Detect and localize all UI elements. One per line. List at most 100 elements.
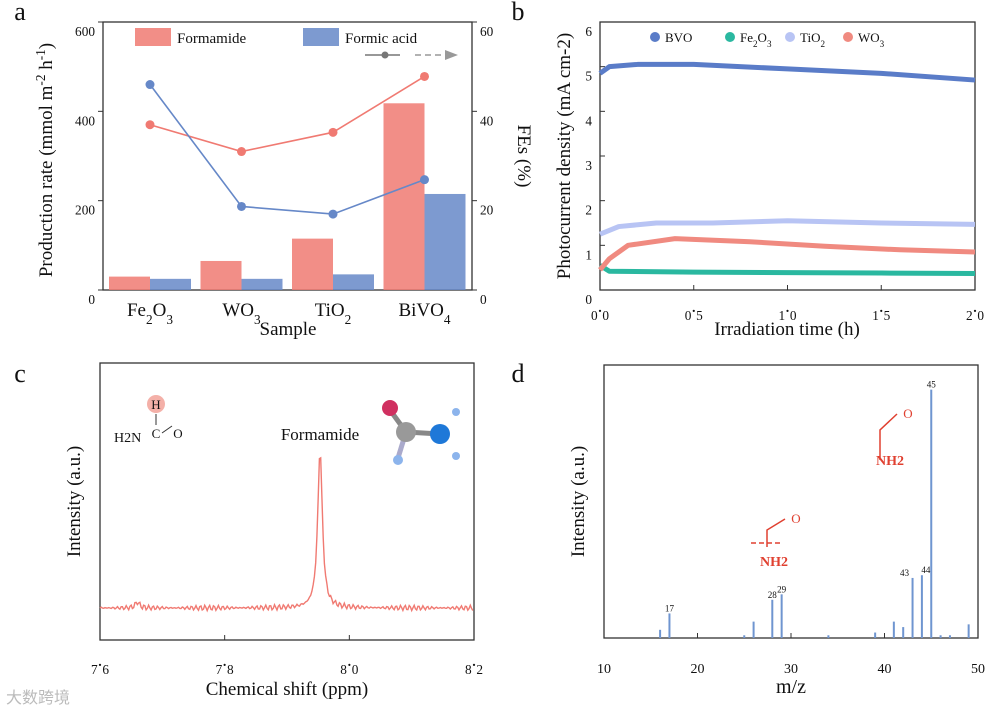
y-tick-label: 0	[88, 292, 95, 307]
x-tick-label: 20	[691, 662, 705, 677]
peak-label: 43	[900, 568, 910, 578]
bar-formamide	[200, 260, 242, 290]
x-tick-label: BiVO4	[398, 300, 450, 327]
x-tick-label: WO3	[222, 300, 261, 327]
bar-formamide	[383, 103, 425, 290]
y-tick-label: 200	[75, 202, 95, 217]
x-tick-label: 7.8	[216, 650, 234, 677]
y-right-tick-label: 20	[480, 202, 494, 217]
y-tick-label: 2	[585, 202, 592, 217]
y-right-tick-label: 40	[480, 113, 494, 128]
hydrogen-atom	[393, 455, 403, 465]
series-fe2o3	[598, 263, 976, 276]
y-axis-label: Intensity (a.u.)	[64, 446, 85, 557]
legend-swatch	[135, 28, 171, 46]
fe-point	[420, 71, 429, 81]
x-tick-label: 8.0	[340, 650, 358, 677]
series-bvo	[598, 61, 976, 83]
atom-o: O	[903, 406, 912, 421]
y-tick-label: 1	[585, 247, 592, 262]
molecule-bond	[879, 413, 898, 460]
series-wo3	[598, 236, 976, 272]
panel-label-c: c	[14, 359, 26, 388]
fe-line	[149, 75, 425, 153]
legend-marker	[650, 32, 660, 42]
panel-label-b: b	[512, 0, 525, 26]
x-axis-label: Chemical shift (ppm)	[206, 679, 369, 700]
arrow-icon	[445, 50, 458, 60]
peak-label: 17	[665, 603, 675, 613]
x-tick-label: 7.6	[91, 650, 109, 677]
legend-label: Formic acid	[345, 31, 418, 47]
atom-h: H	[151, 397, 160, 412]
peak-label: 45	[927, 380, 937, 390]
highlight-circle	[147, 395, 165, 413]
peak-label: 29	[777, 584, 787, 594]
fe-point	[328, 127, 338, 137]
fe-line	[149, 84, 425, 215]
x-tick-label: 30	[784, 662, 798, 677]
fe-point	[145, 120, 155, 130]
bar-formic-acid	[333, 274, 374, 290]
bar-formic-acid	[241, 278, 283, 290]
x-tick-label: 2.0	[966, 296, 984, 323]
x-axis-label: Irradiation time (h)	[714, 319, 860, 340]
peak-annotation: Formamide	[281, 425, 359, 444]
x-axis-label: m/z	[776, 676, 806, 698]
fe-point	[420, 175, 429, 185]
watermark: 大数跨境	[6, 688, 71, 707]
x-tick-label: 1.5	[872, 296, 890, 323]
atom-n: H2N	[114, 431, 141, 446]
hydrogen-atom	[452, 452, 460, 460]
atom-nh2: NH2	[760, 555, 788, 570]
hydrogen-atom	[452, 408, 460, 416]
legend-label: Formamide	[177, 31, 246, 47]
legend-label: WO3	[858, 30, 885, 49]
legend-marker	[725, 32, 735, 42]
y-right-axis-label: FEs (%)	[513, 125, 534, 188]
y-tick-label: 6	[585, 24, 592, 39]
atom-o: O	[173, 426, 182, 441]
fe-point	[237, 201, 246, 211]
legend-label: Fe2O3	[740, 30, 772, 49]
fe-point	[237, 147, 246, 157]
bar-formamide	[109, 276, 150, 290]
y-axis-label: Production rate (mmol m-2 h-1)	[33, 43, 58, 277]
x-tick-label: 0.5	[685, 296, 703, 323]
x-tick-label: Fe2O3	[127, 300, 173, 327]
x-tick-label: 10	[597, 662, 611, 677]
legend-label: BVO	[665, 30, 692, 45]
bar-formamide	[292, 238, 333, 290]
oxygen-atom	[382, 400, 398, 416]
bond	[161, 425, 173, 434]
y-axis-label: Intensity (a.u.)	[568, 446, 589, 557]
fe-point	[145, 80, 155, 90]
x-tick-label: TiO2	[315, 300, 352, 327]
molecule-bond	[766, 518, 786, 547]
x-tick-label: 8.2	[465, 650, 483, 677]
panel-label-a: a	[14, 0, 26, 26]
peak-label: 44	[921, 565, 931, 575]
panel-c-frame	[99, 362, 475, 641]
carbon-atom	[396, 422, 416, 442]
y-tick-label: 600	[75, 24, 95, 39]
legend-label: TiO2	[800, 30, 825, 49]
panel-label-d: d	[512, 359, 525, 388]
fe-point	[328, 209, 338, 219]
atom-o: O	[791, 511, 800, 526]
nitrogen-atom	[430, 424, 450, 444]
legend-marker	[785, 32, 795, 42]
nmr-spectrum-line	[99, 456, 474, 613]
y-tick-label: 3	[585, 158, 592, 173]
peak-label: 28	[768, 590, 778, 600]
y-tick-label: 4	[585, 113, 592, 128]
y-right-tick-label: 60	[480, 24, 494, 39]
y-tick-label: 400	[75, 113, 95, 128]
y-tick-label: 0	[585, 292, 592, 307]
x-tick-label: 50	[971, 662, 985, 677]
bar-formic-acid	[150, 278, 191, 290]
y-right-tick-label: 0	[480, 292, 487, 307]
bar-formic-acid	[424, 193, 466, 290]
panel-a-frame	[102, 21, 473, 291]
